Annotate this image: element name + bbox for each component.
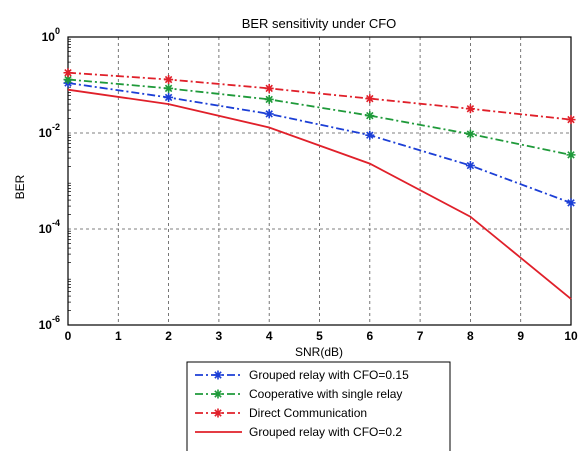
data-point-marker [264,109,274,119]
x-tick-label: 4 [266,329,273,343]
x-axis-label: SNR(dB) [295,345,343,359]
y-tick-label: 100 [42,26,60,44]
data-point-marker [465,104,475,114]
x-tick-label: 10 [564,329,578,343]
series-line [67,71,572,121]
data-point-marker [566,150,576,160]
data-point-marker [465,161,475,171]
x-tick-label: 9 [517,329,524,343]
series-line [67,82,572,204]
legend-marker-3 [213,408,223,418]
data-point-marker [365,130,375,140]
legend-marker-1 [213,370,223,380]
series-3 [63,68,576,125]
x-tick-label: 3 [216,329,223,343]
legend-label-2: Cooperative with single relay [249,387,402,401]
x-tick-label: 2 [165,329,172,343]
x-tick-label: 1 [115,329,122,343]
series-line [67,78,572,156]
x-tick-label: 0 [65,329,72,343]
data-point-marker [365,111,375,121]
data-point-marker [63,68,73,78]
data-point-marker [164,83,174,93]
data-point-marker [264,94,274,104]
legend-label-1: Grouped relay with CFO=0.15 [249,368,409,382]
legend: Grouped relay with CFO=0.15 Cooperative w… [186,361,451,451]
series-4 [67,88,572,300]
series-line [67,88,572,300]
y-tick-label: 10-4 [39,218,60,236]
data-point-marker [164,92,174,102]
chart-title: BER sensitivity under CFO [242,16,397,31]
y-tick-label: 10-6 [39,314,60,332]
y-axis-label: BER [13,174,27,199]
x-tick-label: 8 [467,329,474,343]
series-2 [63,75,576,160]
legend-label-4: Grouped relay with CFO=0.2 [249,425,402,439]
legend-marker-2 [213,389,223,399]
x-tick-label: 7 [417,329,424,343]
x-tick-label: 6 [366,329,373,343]
plot-area: 0 1 2 3 4 5 6 7 8 9 10 100 10-2 10-4 10-6 [39,26,578,343]
legend-box [186,361,451,451]
data-point-marker [566,115,576,125]
data-point-marker [63,75,73,85]
legend-label-3: Direct Communication [249,406,367,420]
data-point-marker [164,75,174,85]
y-tick-label: 10-2 [39,122,60,140]
x-tick-label: 5 [316,329,323,343]
data-point-marker [566,198,576,208]
data-point-marker [365,94,375,104]
data-point-marker [264,83,274,93]
axes-frame [67,36,572,326]
data-point-marker [465,129,475,139]
